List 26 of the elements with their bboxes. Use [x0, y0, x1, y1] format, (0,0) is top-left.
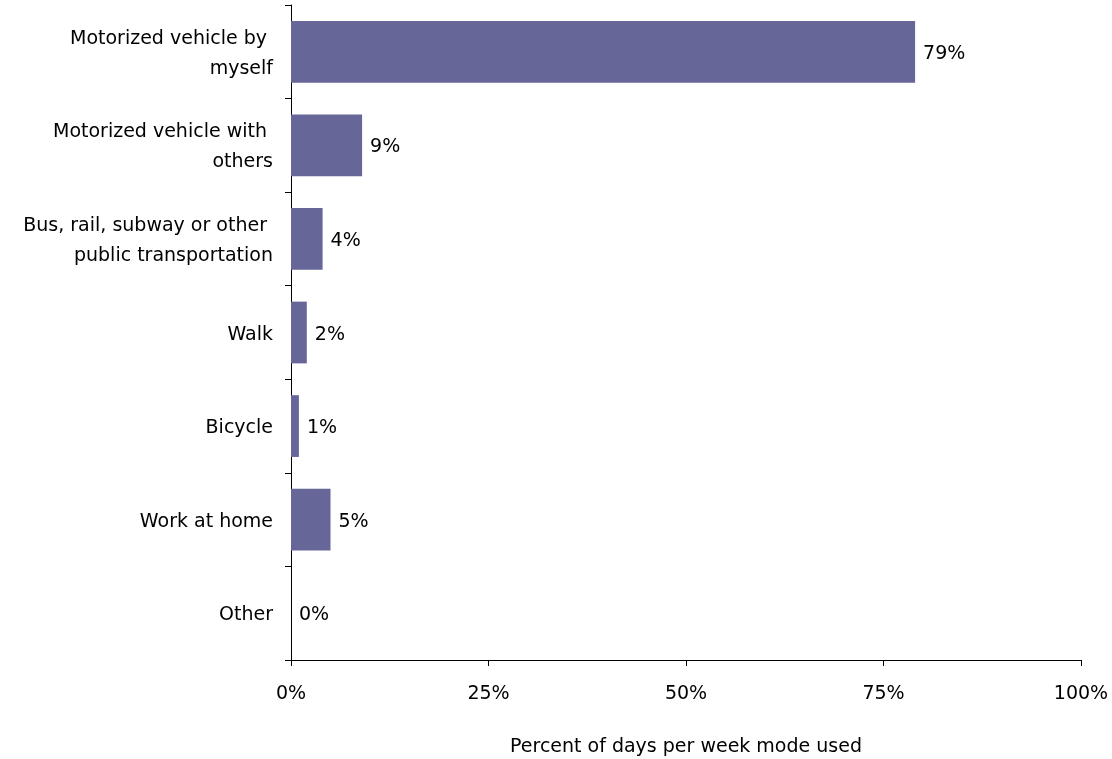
y-tick-label: Motorized vehicle with others	[52, 119, 273, 172]
x-tick-label: 0%	[275, 680, 307, 703]
data-label: 5%	[338, 508, 369, 531]
data-label: 1%	[306, 415, 338, 438]
bar	[291, 488, 331, 551]
data-label: 0%	[299, 602, 330, 625]
y-tick-label: Other	[219, 602, 274, 625]
data-label: 9%	[370, 134, 401, 157]
y-tick-label: Bus, rail, subway or other public transportation	[23, 212, 273, 265]
x-axis-title: Percent of days per week mode used	[510, 733, 862, 756]
y-tick-label: Walk	[227, 321, 273, 344]
x-tick-label: 75%	[862, 680, 905, 703]
y-tick-label: Motorized vehicle by myself	[70, 25, 275, 78]
bar	[291, 208, 323, 270]
data-label: 79%	[923, 40, 966, 63]
y-tick-label: Bicycle	[205, 415, 273, 438]
x-tick-label: 25%	[467, 680, 510, 703]
y-tick-label: Work at home	[139, 508, 273, 531]
x-tick-label: 100%	[1053, 680, 1109, 703]
bar	[291, 395, 299, 457]
x-tick-label: 50%	[664, 680, 708, 703]
bar	[291, 301, 307, 364]
bar	[291, 114, 363, 177]
data-label: 4%	[330, 227, 361, 250]
bar	[291, 20, 916, 83]
data-label: 2%	[314, 321, 345, 344]
